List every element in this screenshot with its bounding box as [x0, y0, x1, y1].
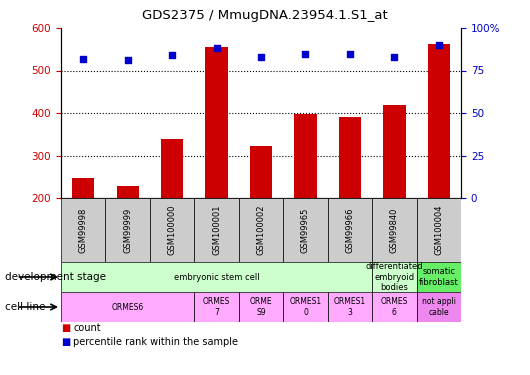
Bar — [417, 292, 461, 322]
Text: somatic
fibroblast: somatic fibroblast — [419, 267, 459, 287]
Text: ORMES
7: ORMES 7 — [203, 297, 230, 317]
Text: cell line: cell line — [5, 302, 46, 312]
Bar — [339, 117, 361, 283]
Bar — [428, 44, 450, 283]
Point — [390, 54, 399, 60]
Point — [79, 56, 87, 62]
Text: GSM100000: GSM100000 — [167, 205, 176, 255]
Bar — [372, 292, 417, 322]
Text: ORMES
6: ORMES 6 — [381, 297, 408, 317]
Text: not appli
cable: not appli cable — [422, 297, 456, 317]
Text: GSM99966: GSM99966 — [346, 207, 355, 253]
Bar — [250, 146, 272, 283]
Text: GSM99840: GSM99840 — [390, 207, 399, 253]
Text: GDS2375 / MmugDNA.23954.1.S1_at: GDS2375 / MmugDNA.23954.1.S1_at — [142, 9, 388, 22]
Bar — [283, 292, 328, 322]
Bar — [372, 198, 417, 262]
Text: percentile rank within the sample: percentile rank within the sample — [73, 337, 238, 347]
Text: ORMES6: ORMES6 — [111, 303, 144, 312]
Point — [168, 52, 176, 58]
Text: GSM99965: GSM99965 — [301, 207, 310, 253]
Bar — [61, 198, 105, 262]
Text: GSM99998: GSM99998 — [78, 207, 87, 253]
Point — [213, 45, 221, 51]
Bar — [239, 198, 283, 262]
Text: development stage: development stage — [5, 272, 107, 282]
Text: embryonic stem cell: embryonic stem cell — [174, 273, 259, 282]
Bar — [283, 198, 328, 262]
Bar — [150, 198, 195, 262]
Text: ■: ■ — [61, 323, 70, 333]
Bar — [195, 292, 239, 322]
Text: count: count — [73, 323, 101, 333]
Bar — [328, 292, 372, 322]
Text: ORMES1
3: ORMES1 3 — [334, 297, 366, 317]
Bar — [328, 198, 372, 262]
Bar — [117, 186, 139, 283]
Point — [301, 51, 310, 57]
Bar — [383, 105, 405, 283]
Text: ORMES1
0: ORMES1 0 — [289, 297, 322, 317]
Text: GSM100004: GSM100004 — [435, 205, 444, 255]
Point — [123, 57, 132, 63]
Text: ■: ■ — [61, 337, 70, 347]
Point — [346, 51, 354, 57]
Text: GSM99999: GSM99999 — [123, 207, 132, 253]
Text: differentiated
embryoid
bodies: differentiated embryoid bodies — [366, 262, 423, 292]
Bar — [372, 262, 417, 292]
Bar — [195, 198, 239, 262]
Point — [257, 54, 266, 60]
Bar — [294, 114, 316, 283]
Bar — [417, 262, 461, 292]
Text: GSM100002: GSM100002 — [257, 205, 266, 255]
Bar — [239, 292, 283, 322]
Bar — [72, 178, 94, 283]
Bar — [61, 292, 195, 322]
Text: GSM100001: GSM100001 — [212, 205, 221, 255]
Text: ORME
S9: ORME S9 — [250, 297, 272, 317]
Bar — [61, 262, 372, 292]
Bar — [161, 140, 183, 283]
Bar — [105, 198, 150, 262]
Point — [435, 42, 443, 48]
Bar — [206, 47, 228, 283]
Bar — [417, 198, 461, 262]
